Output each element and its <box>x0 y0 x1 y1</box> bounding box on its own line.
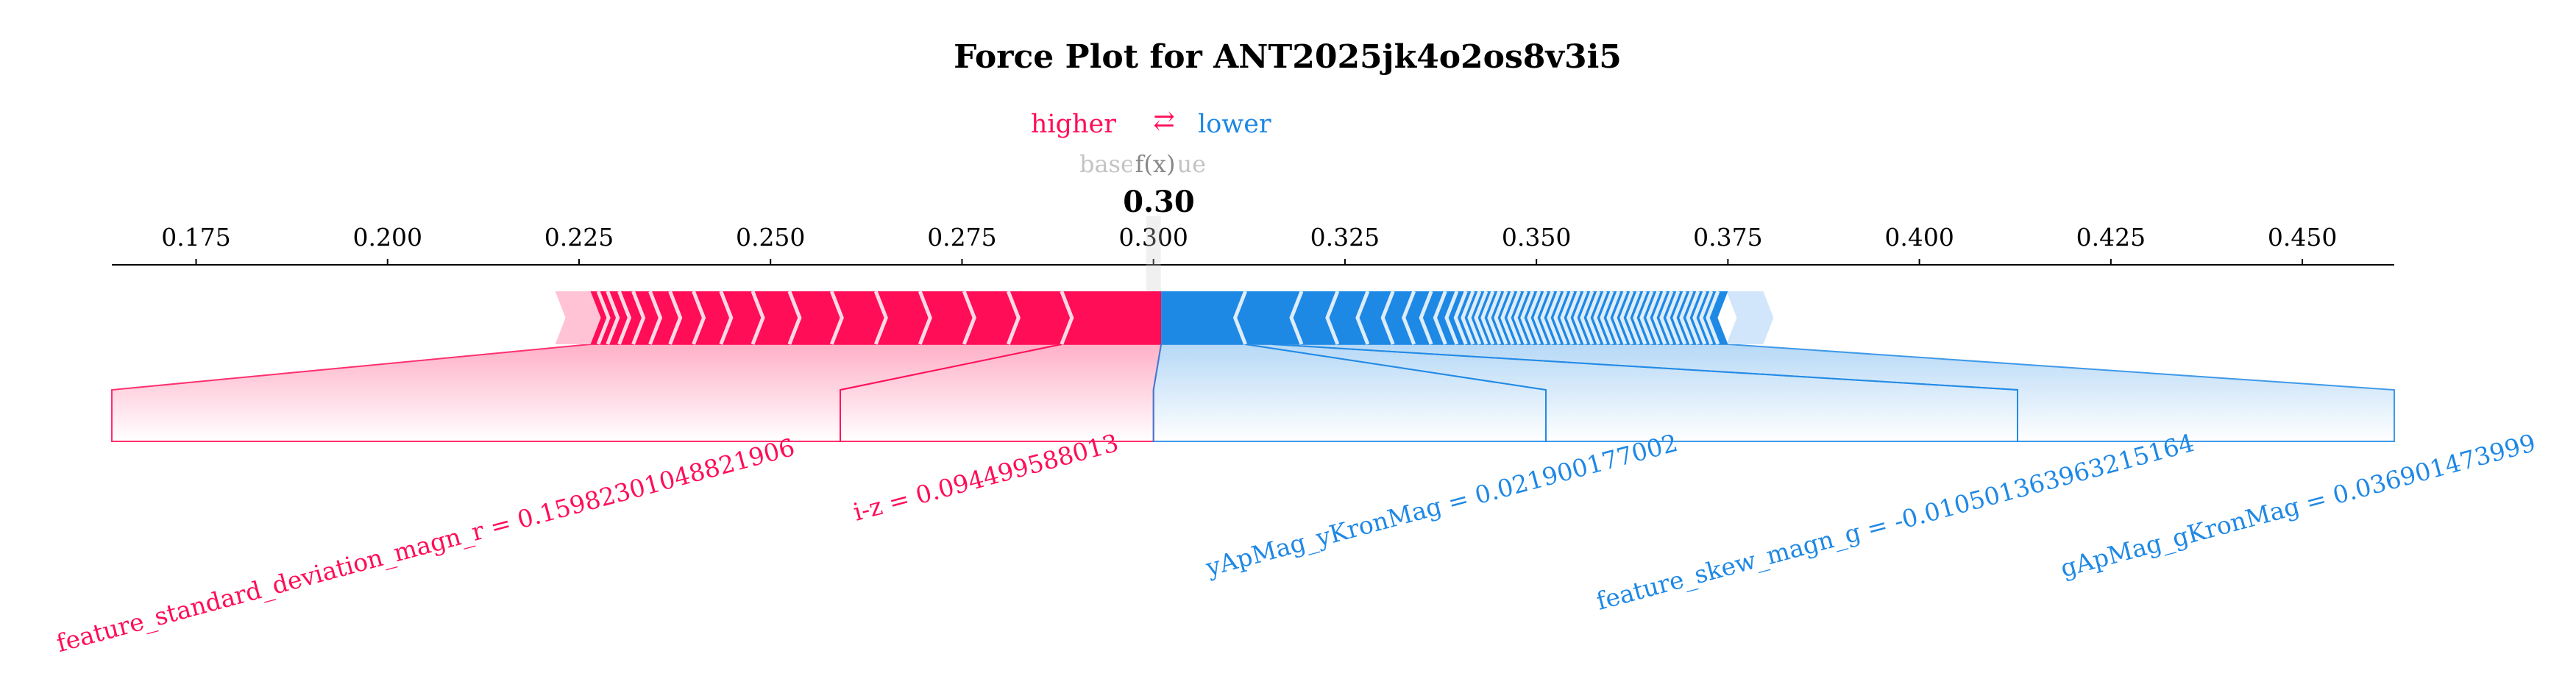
negative-chevron <box>1355 291 1370 345</box>
negative-chevron <box>1619 291 1634 345</box>
positive-chevron <box>692 291 706 345</box>
positive-chevron <box>606 291 620 345</box>
negative-chevron <box>1692 291 1707 345</box>
negative-chevron <box>1666 291 1681 345</box>
negative-feature-label: yApMag_yKronMag = 0.021900177002 <box>1202 428 1681 583</box>
negative-tail-cap <box>1726 291 1774 344</box>
x-tick-label: 0.425 <box>2076 223 2146 252</box>
x-tick-label: 0.175 <box>161 223 230 252</box>
negative-chevron <box>1419 291 1433 345</box>
negative-chevron <box>1600 291 1614 345</box>
output-value-label: 0.30 <box>1123 185 1194 219</box>
negative-chevron <box>1679 291 1694 345</box>
positive-tail-cap <box>555 291 603 344</box>
positive-chevron <box>787 291 802 345</box>
negative-chevron <box>1487 291 1502 345</box>
negative-chevron <box>1533 291 1548 345</box>
chart-title: Force Plot for ANT2025jk4o2os8v3i5 <box>954 38 1622 76</box>
positive-chevron <box>631 291 646 345</box>
negative-chevron <box>1626 291 1641 345</box>
positive-chevron <box>1060 291 1074 345</box>
legend-lower-label: lower <box>1198 110 1271 139</box>
negative-chevron <box>1474 291 1489 345</box>
negative-chevron <box>1547 291 1561 345</box>
force-bars <box>555 216 1774 345</box>
negative-chevron <box>1453 291 1468 345</box>
positive-chevron <box>962 291 976 345</box>
negative-chevron <box>1593 291 1608 345</box>
output-value-marker <box>1146 216 1161 312</box>
positive-chevron <box>648 291 663 345</box>
negative-chevron <box>1659 291 1674 345</box>
negative-chevron <box>1527 291 1541 345</box>
base-label-mask <box>1132 147 1179 181</box>
negative-chevron <box>1553 291 1568 345</box>
negative-chevron <box>1433 291 1447 345</box>
negative-chevron <box>1566 291 1581 345</box>
negative-chevron <box>1514 291 1528 345</box>
x-tick-label: 0.350 <box>1502 223 1571 252</box>
positive-bar <box>590 291 1162 344</box>
negative-chevron <box>1380 291 1395 345</box>
negative-chevron <box>1672 291 1687 345</box>
negative-chevron <box>1573 291 1588 345</box>
negative-chevron <box>1480 291 1495 345</box>
negative-chevron <box>1507 291 1522 345</box>
negative-chevron <box>1520 291 1535 345</box>
legend: higher ⇄ lower <box>1031 107 1271 139</box>
negative-chevron <box>1461 291 1475 345</box>
negative-chevron <box>1289 291 1304 345</box>
value-annotations: base value f(x) 0.30 <box>1079 147 1206 219</box>
x-tick-label: 0.400 <box>1884 223 1954 252</box>
negative-chevron <box>1500 291 1515 345</box>
positive-feature-label: feature_standard_deviation_magn_r = 0.15… <box>54 433 798 658</box>
negative-chevron <box>1606 291 1621 345</box>
negative-chevron <box>1686 291 1700 345</box>
negative-chevron <box>1325 291 1340 345</box>
negative-chevron <box>1467 291 1482 345</box>
negative-chevron <box>1444 291 1459 345</box>
negative-chevron <box>1613 291 1628 345</box>
positive-feature-label: i-z = 0.094499588013 <box>850 428 1121 527</box>
negative-chevron <box>1646 291 1661 345</box>
positive-chevron <box>719 291 734 345</box>
negative-chevron <box>1653 291 1667 345</box>
negative-chevron <box>1586 291 1601 345</box>
positive-chevron <box>751 291 765 345</box>
positive-chevron <box>1006 291 1021 345</box>
negative-chevron <box>1706 291 1720 345</box>
negative-chevron <box>1633 291 1647 345</box>
negative-chevron <box>1494 291 1508 345</box>
negative-chevron <box>1232 291 1247 345</box>
x-tick-label: 0.300 <box>1118 223 1188 252</box>
negative-chevron <box>1580 291 1594 345</box>
x-tick-label: 0.325 <box>1310 223 1380 252</box>
x-tick-label: 0.250 <box>736 223 805 252</box>
positive-chevron <box>668 291 683 345</box>
negative-chevron <box>1560 291 1575 345</box>
positive-chevron <box>918 291 932 345</box>
positive-chevron <box>873 291 888 345</box>
fx-label: f(x) <box>1135 150 1176 178</box>
x-tick-label: 0.375 <box>1693 223 1762 252</box>
negative-chevron <box>1402 291 1416 345</box>
x-tick-label: 0.275 <box>927 223 996 252</box>
negative-feature-label: feature_skew_magn_g = -0.010501363963215… <box>1593 428 2197 616</box>
positive-chevron <box>829 291 844 345</box>
negative-chevron <box>1639 291 1654 345</box>
x-tick-label: 0.450 <box>2268 223 2337 252</box>
x-axis: 0.175 0.200 0.225 0.250 0.275 0.300 0.325 0.350… <box>112 223 2394 266</box>
negative-chevron <box>1699 291 1714 345</box>
legend-higher-label: higher <box>1031 110 1116 139</box>
feature-labels: feature_standard_deviation_magn_r = 0.15… <box>54 428 2539 658</box>
negative-chevron <box>1540 291 1555 345</box>
feature-connectors <box>111 344 2395 442</box>
x-tick-label: 0.225 <box>544 223 614 252</box>
x-tick-label: 0.200 <box>352 223 422 252</box>
legend-arrow-icon: ⇄ <box>1153 107 1174 136</box>
positive-chevron <box>617 291 632 345</box>
positive-chevron <box>596 291 611 345</box>
